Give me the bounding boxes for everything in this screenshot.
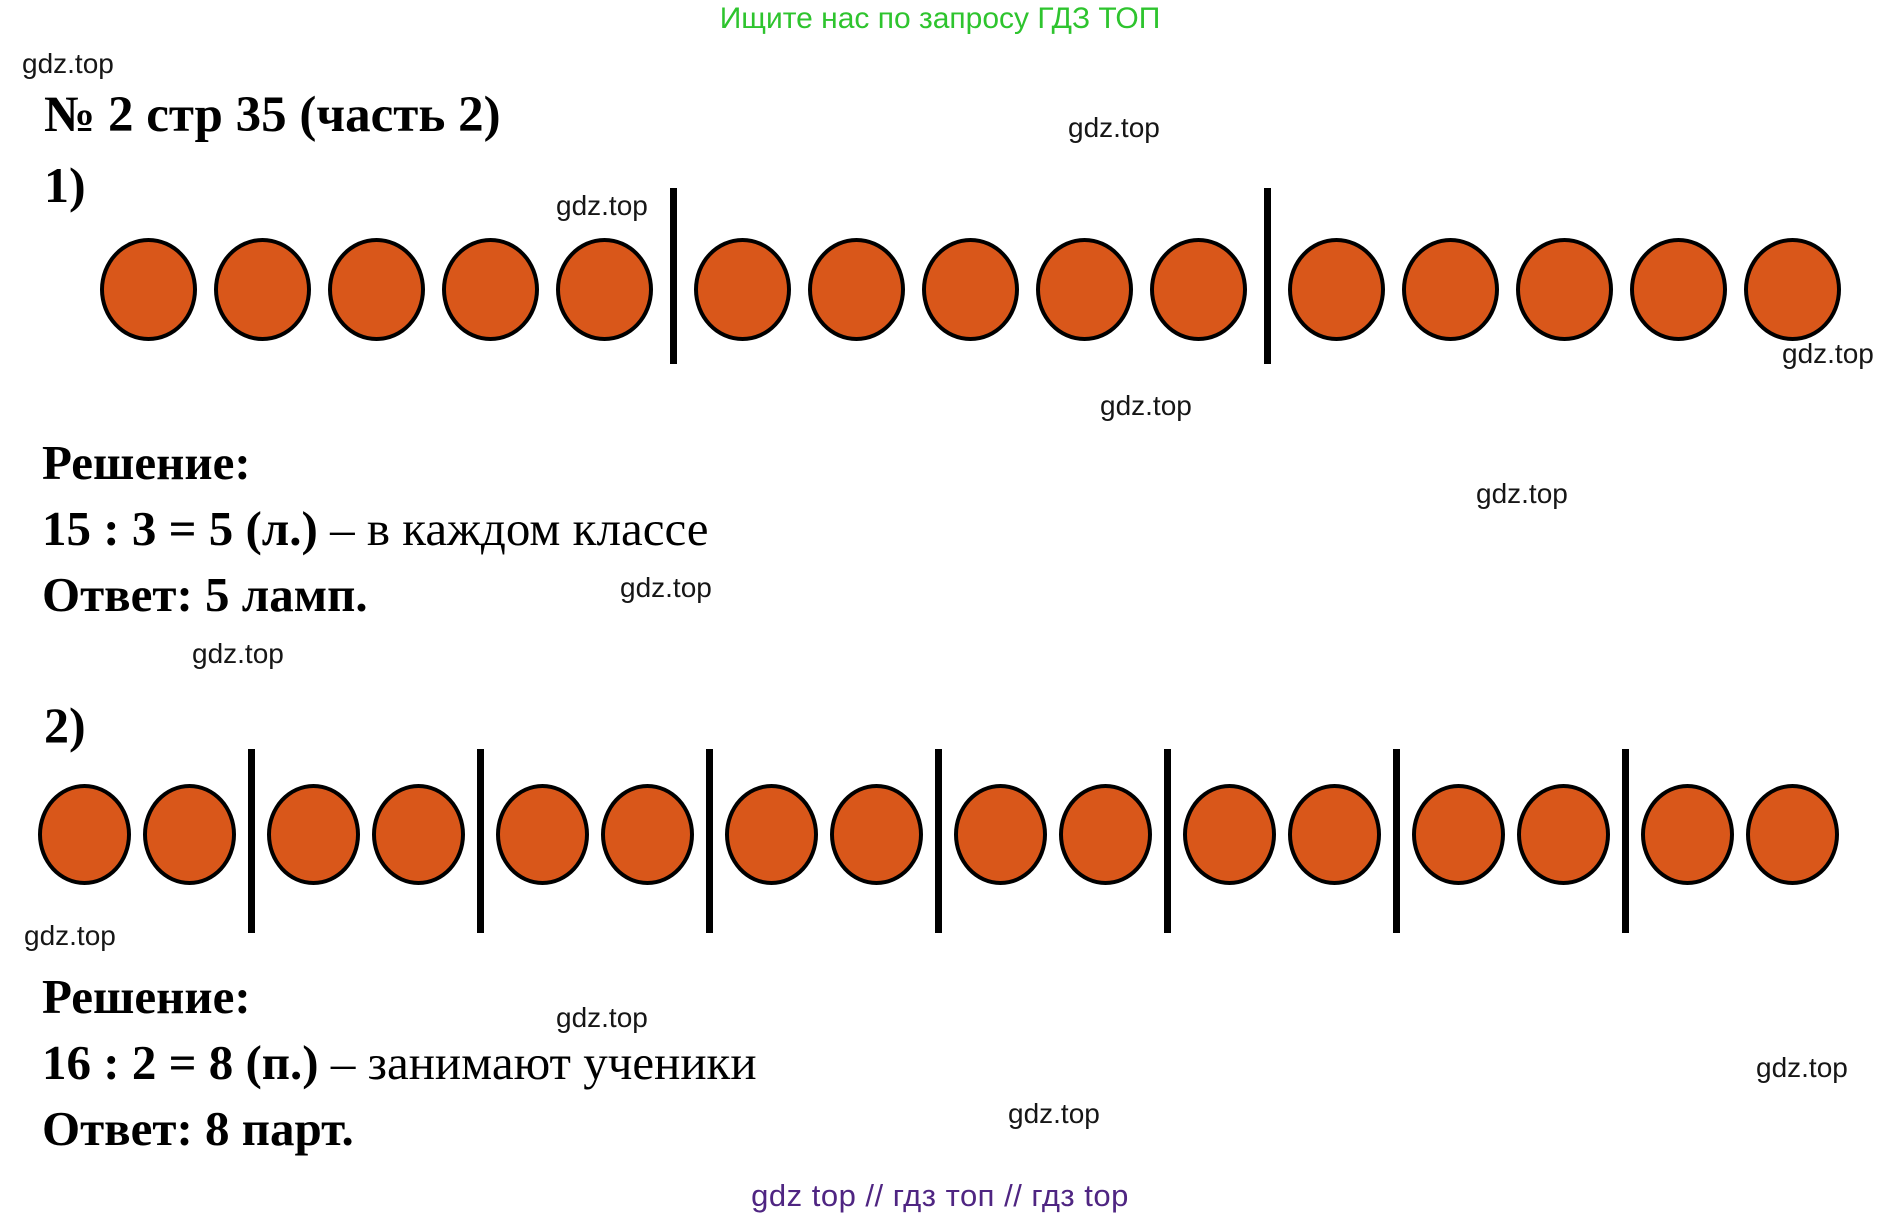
equation-comment: – занимают ученики xyxy=(318,1035,757,1090)
watermark-gdz-top: gdz.top xyxy=(556,190,648,221)
circle xyxy=(1630,238,1727,341)
watermark-gdz-top: gdz.top xyxy=(22,48,114,79)
circle xyxy=(922,238,1019,341)
circle xyxy=(1641,784,1734,885)
watermark-gdz-top: gdz.top xyxy=(1008,1098,1100,1129)
part-2-label: 2) xyxy=(44,697,86,753)
circle xyxy=(601,784,694,885)
equation-bold: 15 : 3 = 5 (л.) xyxy=(42,501,318,556)
circle xyxy=(1288,784,1381,885)
promo-header: Ищите нас по запросу ГДЗ ТОП xyxy=(719,2,1161,35)
lamps-diagram xyxy=(100,187,1841,364)
circle xyxy=(1744,238,1841,341)
circle xyxy=(830,784,923,885)
group-divider xyxy=(1264,187,1271,364)
watermark-gdz-top: gdz.top xyxy=(24,920,116,951)
equation-bold: 16 : 2 = 8 (п.) xyxy=(42,1035,319,1090)
circle xyxy=(1150,238,1247,341)
group-divider xyxy=(1622,748,1629,933)
equation-line: 16 : 2 = 8 (п.) – занимают ученики xyxy=(42,1030,757,1096)
group-divider xyxy=(1164,748,1171,933)
watermark-gdz-top: gdz.top xyxy=(192,638,284,669)
watermark-gdz-top: gdz.top xyxy=(1068,112,1160,143)
equation-comment: – в каждом классе xyxy=(317,501,709,556)
watermark-gdz-top: gdz.top xyxy=(1476,478,1568,509)
group-divider xyxy=(1393,748,1400,933)
watermark-gdz-top: gdz.top xyxy=(1782,338,1874,369)
part-1-label: 1) xyxy=(44,157,86,213)
group-divider xyxy=(248,748,255,933)
solution-heading: Решение: xyxy=(42,435,251,490)
circle xyxy=(38,784,131,885)
circle xyxy=(1517,784,1610,885)
circle xyxy=(1059,784,1152,885)
circle xyxy=(808,238,905,341)
circle xyxy=(214,238,311,341)
circle xyxy=(556,238,653,341)
circle xyxy=(1746,784,1839,885)
circle xyxy=(1183,784,1276,885)
watermark-gdz-top: gdz.top xyxy=(1100,390,1192,421)
watermark-gdz-top: gdz.top xyxy=(556,1002,648,1033)
circle xyxy=(1288,238,1385,341)
circle xyxy=(725,784,818,885)
circle xyxy=(1516,238,1613,341)
circle xyxy=(100,238,197,341)
exercise-title: № 2 стр 35 (часть 2) xyxy=(44,87,501,143)
circle xyxy=(694,238,791,341)
equation-line: 15 : 3 = 5 (л.) – в каждом классе xyxy=(42,496,709,562)
circle xyxy=(1412,784,1505,885)
circle xyxy=(954,784,1047,885)
circle xyxy=(143,784,236,885)
circle xyxy=(267,784,360,885)
solution-block-1: Решение: 15 : 3 = 5 (л.) – в каждом клас… xyxy=(42,430,709,628)
solution-heading: Решение: xyxy=(42,969,251,1024)
circle xyxy=(1402,238,1499,341)
watermark-gdz-top: gdz.top xyxy=(1756,1052,1848,1083)
group-divider xyxy=(706,748,713,933)
circle xyxy=(372,784,465,885)
footer-keywords: gdz top // гдз топ // гдз top xyxy=(751,1178,1129,1213)
group-divider xyxy=(935,748,942,933)
circle xyxy=(496,784,589,885)
watermark-gdz-top: gdz.top xyxy=(620,572,712,603)
desks-diagram xyxy=(38,748,1839,933)
answer-line: Ответ: 5 ламп. xyxy=(42,567,368,622)
circle xyxy=(442,238,539,341)
group-divider xyxy=(477,748,484,933)
circle xyxy=(1036,238,1133,341)
answer-line: Ответ: 8 парт. xyxy=(42,1101,354,1156)
circle xyxy=(328,238,425,341)
solution-block-2: Решение: 16 : 2 = 8 (п.) – занимают учен… xyxy=(42,964,757,1162)
group-divider xyxy=(670,187,677,364)
